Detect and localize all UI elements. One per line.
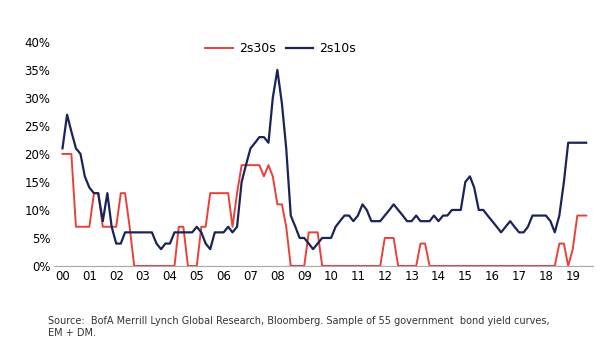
2s10s bbox=[117, 241, 125, 246]
2s30s bbox=[131, 264, 138, 268]
2s10s bbox=[59, 146, 66, 150]
2s10s bbox=[471, 186, 478, 190]
2s30s bbox=[426, 264, 433, 268]
2s30s bbox=[475, 264, 482, 268]
Line: 2s30s: 2s30s bbox=[62, 154, 586, 266]
Text: Source:  BofA Merrill Lynch Global Research, Bloomberg. Sample of 55 government : Source: BofA Merrill Lynch Global Resear… bbox=[48, 316, 550, 338]
2s30s bbox=[117, 191, 125, 195]
2s30s bbox=[242, 163, 249, 167]
2s30s bbox=[583, 213, 590, 218]
2s10s bbox=[273, 68, 281, 72]
2s30s bbox=[171, 264, 178, 268]
Legend: 2s30s, 2s10s: 2s30s, 2s10s bbox=[200, 37, 361, 60]
2s10s bbox=[430, 213, 437, 218]
2s10s bbox=[171, 230, 178, 234]
2s10s bbox=[242, 163, 249, 167]
2s30s bbox=[59, 152, 66, 156]
2s10s bbox=[157, 247, 165, 251]
2s10s bbox=[480, 208, 487, 212]
2s30s bbox=[466, 264, 474, 268]
Line: 2s10s: 2s10s bbox=[62, 70, 586, 249]
2s10s bbox=[583, 141, 590, 145]
